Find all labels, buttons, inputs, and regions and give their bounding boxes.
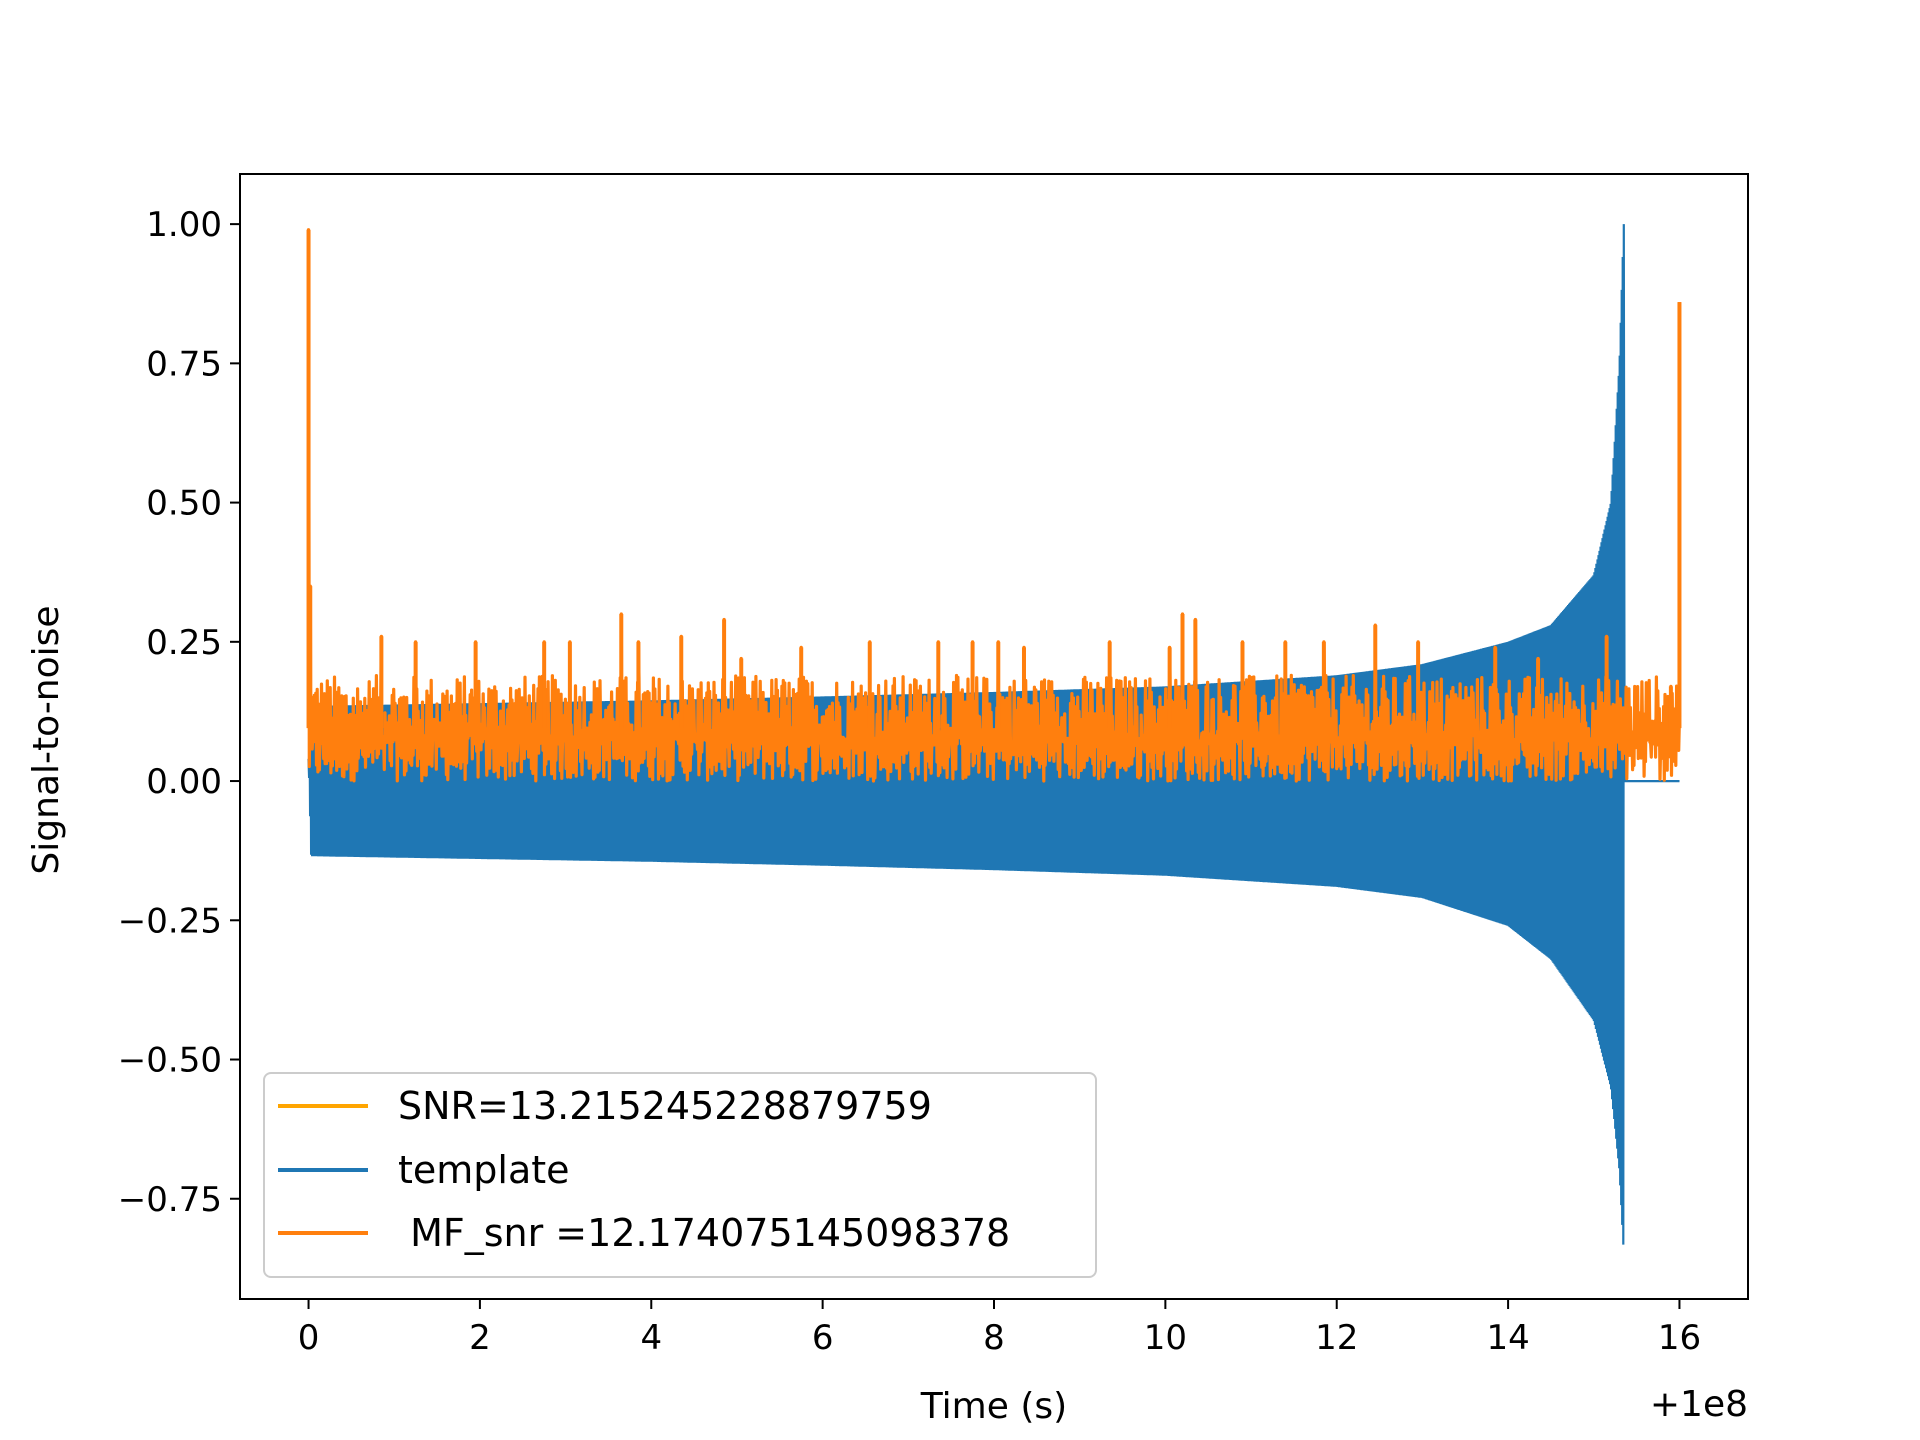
y-axis-label: Signal-to-noise [26, 605, 67, 874]
y-tick-label: −0.25 [118, 901, 222, 941]
x-offset-label: +1e8 [1650, 1384, 1748, 1425]
x-tick-label: 8 [983, 1318, 1005, 1358]
legend-label-mf-snr: MF_snr =12.174075145098378 [398, 1211, 1010, 1255]
x-tick-label: 10 [1144, 1318, 1187, 1358]
y-tick-label: −0.50 [118, 1041, 222, 1081]
legend-label-template: template [398, 1148, 570, 1192]
x-tick-label: 12 [1315, 1318, 1358, 1358]
legend-label-snr: SNR=13.215245228879759 [398, 1084, 932, 1128]
y-tick-label: −0.75 [118, 1180, 222, 1220]
x-tick-label: 6 [812, 1318, 834, 1358]
y-axis: −0.75 −0.50 −0.25 0.00 0.25 0.50 0.75 1.00 [118, 205, 240, 1220]
mf-snr-series [306, 228, 1682, 783]
mf-snr-line [306, 228, 1682, 783]
y-tick-label: 0.75 [146, 344, 222, 384]
legend-box [263, 1072, 1097, 1278]
x-axis-label: Time (s) [920, 1386, 1067, 1427]
y-tick-label: 1.00 [146, 205, 222, 245]
x-tick-label: 2 [469, 1318, 491, 1358]
y-tick-label: 0.00 [146, 762, 222, 802]
y-tick-label: 0.50 [146, 484, 222, 524]
x-tick-label: 16 [1658, 1318, 1701, 1358]
x-tick-label: 0 [298, 1318, 320, 1358]
y-tick-label: 0.25 [146, 623, 222, 663]
x-axis: 0 2 4 6 8 10 12 14 16 [298, 1299, 1701, 1358]
x-tick-label: 14 [1486, 1318, 1529, 1358]
legend: SNR=13.215245228879759 template MF_snr =… [263, 1072, 1097, 1278]
x-tick-label: 4 [640, 1318, 662, 1358]
